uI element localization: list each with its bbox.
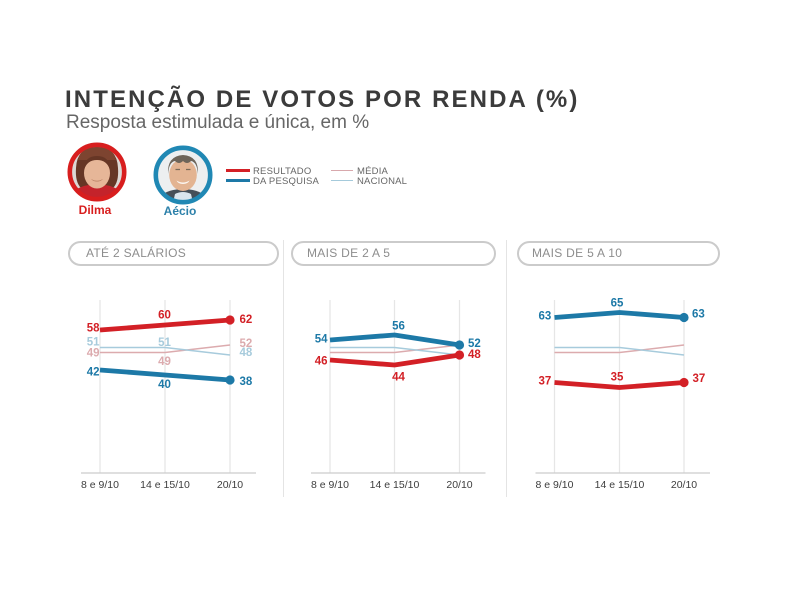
svg-text:42: 42 [87, 367, 100, 379]
svg-text:14 e 15/10: 14 e 15/10 [370, 479, 420, 491]
svg-text:20/10: 20/10 [671, 479, 697, 491]
svg-text:37: 37 [693, 373, 706, 385]
svg-text:63: 63 [539, 311, 552, 323]
svg-text:14 e 15/10: 14 e 15/10 [140, 479, 190, 491]
svg-text:38: 38 [240, 376, 253, 388]
svg-text:8 e 9/10: 8 e 9/10 [81, 479, 119, 491]
svg-text:44: 44 [392, 372, 405, 384]
svg-text:52: 52 [468, 338, 481, 350]
svg-text:48: 48 [468, 349, 481, 361]
svg-text:60: 60 [158, 310, 171, 322]
svg-text:62: 62 [240, 314, 253, 326]
svg-text:63: 63 [692, 309, 705, 321]
svg-text:56: 56 [392, 321, 405, 333]
svg-text:52: 52 [240, 338, 253, 350]
svg-text:58: 58 [87, 323, 100, 335]
svg-text:40: 40 [158, 379, 171, 391]
svg-text:54: 54 [315, 334, 328, 346]
svg-text:51: 51 [158, 337, 171, 349]
svg-text:46: 46 [315, 356, 328, 368]
svg-text:48: 48 [240, 347, 253, 359]
svg-text:65: 65 [611, 297, 624, 309]
svg-text:8 e 9/10: 8 e 9/10 [311, 479, 349, 491]
svg-text:49: 49 [87, 348, 100, 360]
svg-text:49: 49 [158, 356, 171, 368]
svg-text:20/10: 20/10 [217, 479, 243, 491]
svg-text:51: 51 [87, 336, 100, 348]
svg-text:37: 37 [539, 376, 552, 388]
svg-text:20/10: 20/10 [446, 479, 472, 491]
svg-text:35: 35 [611, 372, 624, 384]
svg-text:14 e 15/10: 14 e 15/10 [595, 479, 645, 491]
svg-text:8 e 9/10: 8 e 9/10 [536, 479, 574, 491]
